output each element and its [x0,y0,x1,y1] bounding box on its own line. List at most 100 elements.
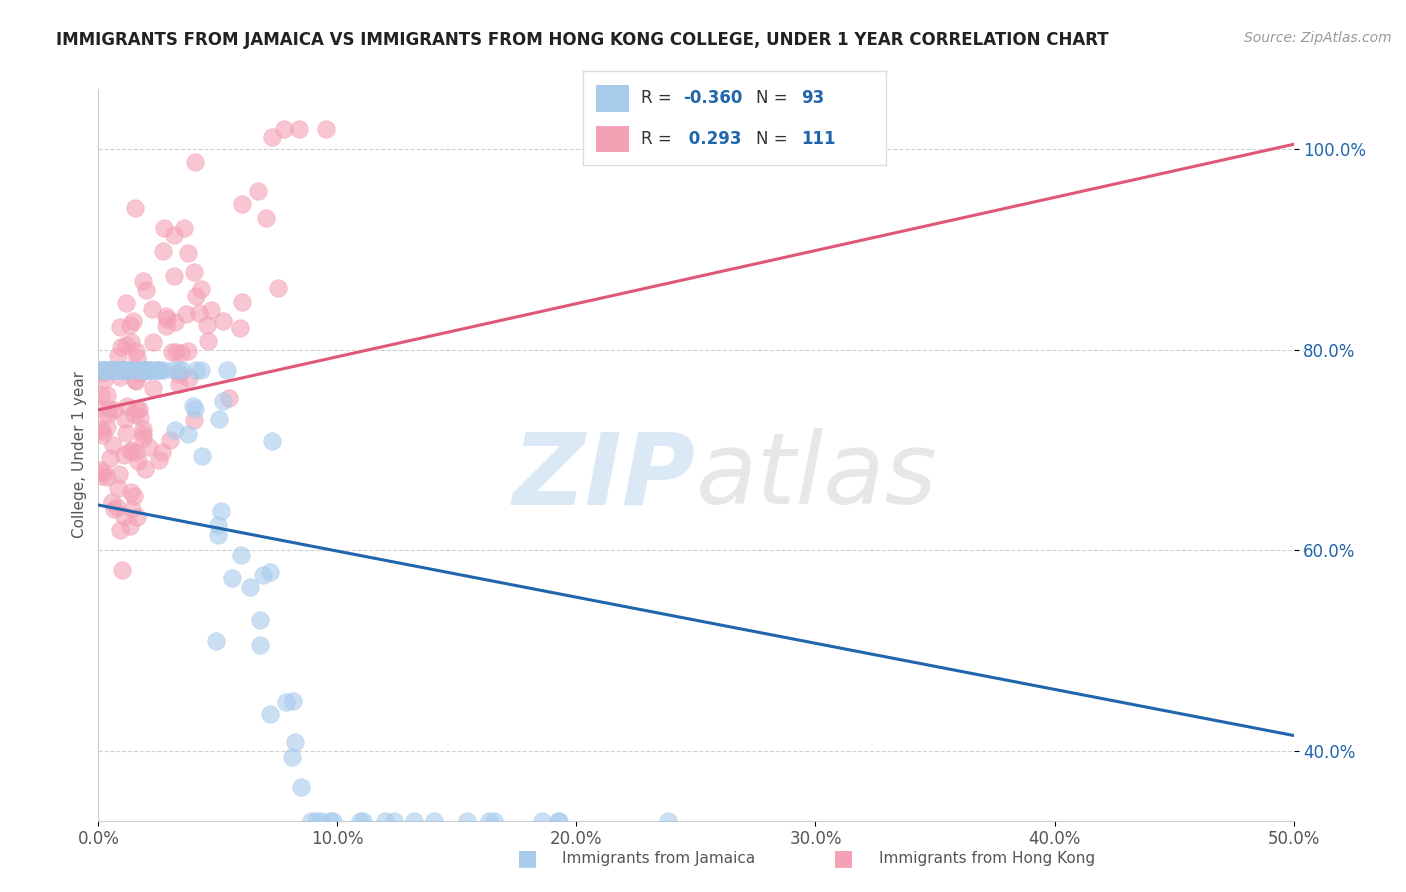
Point [114,448,136,462]
Point [208,412,231,426]
Text: R =: R = [641,88,676,106]
Point [125,374,148,388]
Point [165,344,187,359]
Point [96,363,118,377]
Point [107,363,129,377]
Point [172,363,194,377]
Point [187,306,209,320]
Point [184,154,207,169]
Point [107,349,129,363]
Point [138,440,160,454]
Point [96,363,118,377]
Point [131,426,153,441]
Point [125,351,148,365]
Point [482,814,505,828]
Point [191,449,214,463]
Point [98,402,121,417]
Point [97,407,120,421]
Point [117,363,139,377]
Point [96,470,118,484]
Point [114,412,136,426]
Point [107,481,129,495]
Point [121,502,143,516]
Bar [596,126,628,152]
Point [657,814,679,828]
Point [93,363,115,377]
Point [101,438,124,452]
Point [260,129,283,144]
Point [120,485,142,500]
Point [252,567,274,582]
Point [205,633,228,648]
Point [91,366,114,380]
Point [177,344,200,359]
Point [93,373,115,387]
Point [231,548,253,562]
Point [135,363,157,377]
Point [209,504,232,518]
Point [120,518,142,533]
Point [197,334,219,348]
Point [167,363,190,377]
Text: N =: N = [756,130,793,148]
Text: Immigrants from Hong Kong: Immigrants from Hong Kong [879,851,1095,865]
Point [110,319,132,334]
Point [111,363,134,377]
Point [97,363,120,377]
Point [145,363,167,377]
Point [118,363,141,377]
Point [120,318,142,333]
Point [548,814,571,828]
Point [384,814,406,828]
Point [190,282,212,296]
Text: ■: ■ [517,848,537,868]
Point [456,814,478,828]
Text: Source: ZipAtlas.com: Source: ZipAtlas.com [1244,31,1392,45]
Point [132,274,155,288]
Point [97,363,120,377]
Point [117,363,139,377]
Point [108,524,131,538]
Point [131,422,153,436]
Point [231,197,253,211]
Point [231,294,253,309]
Point [115,425,138,440]
Point [114,363,136,377]
Point [142,382,165,396]
Point [149,363,172,377]
Point [260,434,283,449]
Point [129,410,152,425]
Text: IMMIGRANTS FROM JAMAICA VS IMMIGRANTS FROM HONG KONG COLLEGE, UNDER 1 YEAR CORRE: IMMIGRANTS FROM JAMAICA VS IMMIGRANTS FR… [56,31,1109,49]
Point [105,500,128,514]
Point [148,363,170,377]
Point [152,363,174,377]
Point [107,467,129,481]
Point [104,363,127,377]
Point [207,528,229,542]
Point [212,314,235,328]
Point [155,318,177,333]
Point [96,363,118,377]
Point [110,363,132,377]
Point [89,463,111,477]
Point [132,363,155,377]
Point [304,814,326,828]
Point [90,425,112,439]
Point [139,363,162,377]
Text: -0.360: -0.360 [683,88,742,106]
Point [290,780,312,794]
Point [281,694,304,708]
Point [200,302,222,317]
Point [530,814,553,828]
Point [103,502,125,516]
Point [153,221,176,235]
Point [89,421,111,435]
Point [90,387,112,401]
Point [152,244,174,259]
Point [128,367,150,381]
Point [90,363,112,377]
Point [156,312,179,326]
Bar [596,86,628,112]
Point [134,462,156,476]
Text: ■: ■ [834,848,853,868]
